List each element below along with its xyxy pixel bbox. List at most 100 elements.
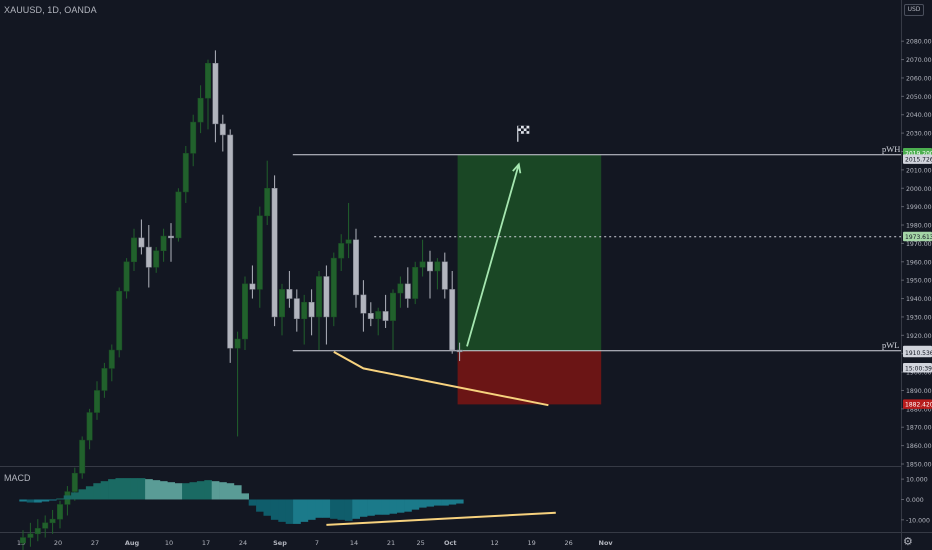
price-tick-label: 1870.000	[906, 425, 932, 432]
price-label: 15:00:39	[905, 365, 932, 372]
candle-body	[271, 188, 278, 318]
candle-body	[71, 472, 78, 492]
macd-histogram-bar	[330, 499, 338, 519]
macd-histogram-bar	[167, 482, 175, 500]
candle-body	[57, 504, 63, 520]
price-tick-label: 1930.000	[906, 314, 932, 321]
macd-histogram-bar	[152, 480, 161, 500]
macd-histogram-bar	[455, 499, 464, 504]
time-label: 12	[490, 539, 498, 547]
price-tick-label: 2060.000	[906, 75, 932, 82]
macd-histogram-bar	[411, 499, 420, 510]
candle-body	[49, 518, 56, 524]
candle-body	[145, 246, 152, 268]
candle-body	[20, 537, 26, 544]
macd-histogram-bar	[56, 498, 64, 500]
price-tick-label: 2030.000	[906, 131, 932, 138]
macd-histogram-bar	[122, 478, 131, 500]
price-label: 2019.200	[905, 150, 932, 157]
candle-body	[242, 283, 248, 340]
time-label: 21	[387, 539, 395, 547]
time-label: 20	[54, 539, 62, 547]
candle-body	[353, 239, 359, 296]
macd-histogram-bar	[137, 478, 146, 500]
price-tick-label: 1860.000	[906, 443, 932, 450]
candle-body	[345, 239, 352, 244]
price-label: 2015.726	[905, 157, 932, 164]
macd-histogram-bar	[307, 499, 316, 520]
macd-histogram-bar	[34, 499, 42, 503]
price-label-box	[903, 231, 932, 242]
time-label: 17	[202, 539, 210, 547]
candle-body	[219, 123, 226, 136]
macd-histogram-bar	[322, 499, 331, 518]
macd-histogram-bar	[189, 482, 198, 500]
time-label: 10	[165, 539, 173, 547]
time-label: 19	[527, 539, 535, 547]
time-label: 26	[564, 539, 572, 547]
candle-body	[419, 261, 426, 268]
macd-histogram-bar	[219, 482, 227, 500]
macd-histogram-bar	[315, 499, 323, 518]
candle-body	[390, 292, 396, 321]
candle-body	[94, 390, 100, 413]
candle-body	[79, 439, 86, 474]
candle-body	[360, 294, 367, 314]
candle-body	[123, 261, 130, 292]
candle-body	[449, 289, 456, 351]
price-tick-label: 1960.000	[906, 259, 932, 266]
macd-histogram-bar	[130, 478, 138, 500]
macd-histogram-bar	[48, 499, 57, 501]
price-tick-label: 2040.000	[906, 112, 932, 119]
price-label: 1882.420	[905, 402, 932, 409]
macd-histogram-bar	[26, 499, 35, 503]
macd-histogram-bar	[389, 499, 397, 514]
time-label: 14	[350, 539, 358, 547]
macd-trendline	[326, 511, 556, 526]
macd-histogram-bar	[293, 499, 301, 524]
price-trendline	[333, 350, 549, 407]
macd-histogram-bar	[248, 499, 257, 506]
candle-body	[27, 533, 34, 538]
macd-histogram-bar	[285, 499, 294, 524]
time-label: Oct	[444, 539, 457, 547]
price-tick-label: 2010.000	[906, 167, 932, 174]
time-label: Sep	[273, 539, 287, 547]
candle-body	[160, 235, 167, 252]
candle-body	[138, 237, 145, 248]
price-tick-label: 2080.000	[906, 39, 932, 46]
macd-histogram-bar	[418, 499, 427, 508]
macd-histogram-bar	[85, 486, 94, 500]
macd-histogram-bar	[115, 478, 124, 500]
level-label: pWH	[882, 144, 900, 154]
candle-body	[286, 289, 293, 299]
macd-histogram-bar	[41, 499, 50, 502]
macd-histogram-bar	[352, 499, 360, 519]
price-tick-label: 2050.000	[906, 94, 932, 101]
level-label: pWL	[882, 340, 899, 350]
macd-label[interactable]: MACD	[4, 473, 31, 483]
macd-histogram-bar	[426, 499, 434, 507]
candle-body	[116, 290, 123, 351]
candle-body	[256, 215, 263, 290]
symbol-title[interactable]: XAUUSD, 1D, OANDA	[4, 5, 97, 15]
macd-histogram-bar	[344, 499, 353, 521]
candle-body	[190, 121, 197, 154]
candle-body	[316, 276, 322, 318]
candle-body	[456, 349, 463, 353]
candle-body	[434, 261, 441, 272]
candle-body	[249, 283, 256, 290]
macd-histogram-bar	[63, 495, 72, 500]
candle-body	[375, 311, 382, 320]
profit-zone	[457, 154, 602, 351]
price-tick-label: 1980.000	[906, 223, 932, 230]
price-tick-label: 2000.000	[906, 186, 932, 193]
currency-badge[interactable]: USD	[904, 4, 924, 16]
macd-histogram-bar	[19, 499, 27, 502]
gear-icon[interactable]: ⚙	[903, 536, 913, 548]
candle-body	[34, 528, 41, 535]
candle-body	[108, 349, 115, 369]
price-tick-label: 1970.000	[906, 241, 932, 248]
